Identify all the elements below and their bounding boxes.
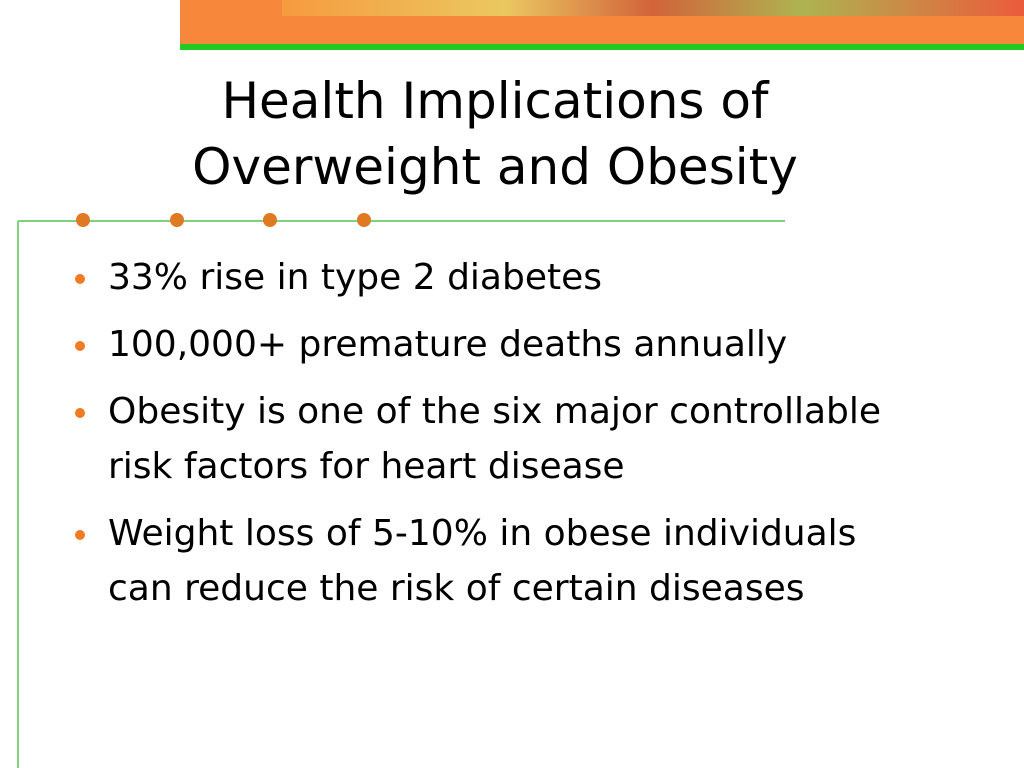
bullet-line: Weight loss of 5-10% in obese individual… — [108, 513, 857, 554]
dot — [263, 213, 277, 227]
dot — [76, 213, 90, 227]
bullet-item: 33% rise in type 2 diabetes — [72, 250, 1012, 305]
bullet-line: 100,000+ premature deaths annually — [108, 324, 788, 365]
bullet-item: 100,000+ premature deaths annually — [72, 317, 1012, 372]
header-stripe — [180, 44, 1024, 50]
dot — [170, 213, 184, 227]
bullet-line: Obesity is one of the six major controll… — [108, 391, 882, 432]
bullet-line: 33% rise in type 2 diabetes — [108, 257, 603, 298]
bullet-line: risk factors for heart disease — [108, 446, 625, 487]
title: Health Implications of Overweight and Obe… — [0, 68, 990, 200]
bullet-list: 33% rise in type 2 diabetes 100,000+ prem… — [72, 250, 1012, 628]
bullet-item: Obesity is one of the six major controll… — [72, 384, 1012, 494]
bullet-line: can reduce the risk of certain diseases — [108, 568, 805, 609]
bullet-item: Weight loss of 5-10% in obese individual… — [72, 506, 1012, 616]
dot — [357, 213, 371, 227]
title-line: Health Implications of — [221, 72, 769, 130]
title-line: Overweight and Obesity — [192, 138, 798, 196]
header-flowers — [282, 0, 1024, 16]
